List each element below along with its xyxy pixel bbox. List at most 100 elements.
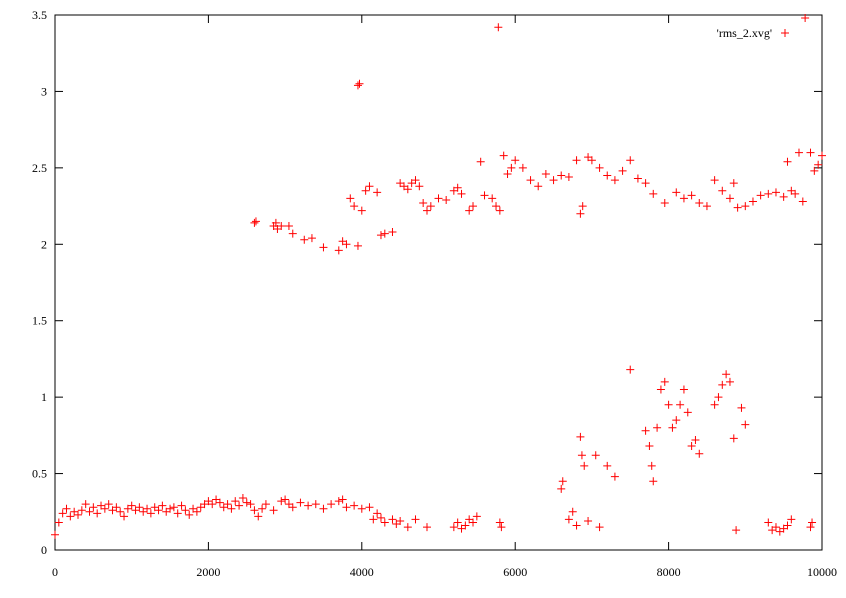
point bbox=[499, 151, 508, 160]
x-tick-label: 2000 bbox=[196, 565, 220, 579]
point bbox=[558, 477, 567, 486]
point bbox=[702, 202, 711, 211]
point bbox=[411, 176, 420, 185]
point bbox=[741, 420, 750, 429]
point bbox=[380, 518, 389, 527]
point bbox=[549, 176, 558, 185]
point bbox=[679, 385, 688, 394]
point bbox=[687, 442, 696, 451]
point bbox=[177, 501, 186, 510]
point bbox=[238, 494, 247, 503]
point bbox=[146, 509, 155, 518]
point bbox=[223, 500, 232, 509]
point bbox=[649, 189, 658, 198]
point bbox=[254, 512, 263, 521]
point bbox=[342, 503, 351, 512]
point bbox=[166, 504, 175, 513]
point bbox=[806, 148, 815, 157]
point bbox=[733, 203, 742, 212]
point bbox=[806, 523, 815, 532]
point bbox=[355, 79, 364, 88]
point bbox=[426, 202, 435, 211]
point bbox=[494, 23, 503, 32]
point bbox=[173, 509, 182, 518]
point bbox=[419, 199, 428, 208]
point bbox=[319, 243, 328, 252]
point bbox=[668, 423, 677, 432]
x-tick-label: 6000 bbox=[503, 565, 527, 579]
point bbox=[319, 504, 328, 513]
point bbox=[587, 156, 596, 165]
point bbox=[54, 518, 63, 527]
point bbox=[572, 156, 581, 165]
point bbox=[342, 240, 351, 249]
point bbox=[492, 202, 501, 211]
point bbox=[376, 231, 385, 240]
point bbox=[779, 192, 788, 201]
point bbox=[396, 516, 405, 525]
point bbox=[169, 503, 178, 512]
y-tick-label: 0 bbox=[41, 543, 47, 557]
legend-label: 'rms_2.xvg' bbox=[717, 26, 772, 40]
point bbox=[288, 503, 297, 512]
point bbox=[231, 497, 240, 506]
point bbox=[814, 160, 823, 169]
point bbox=[250, 218, 259, 227]
point bbox=[660, 377, 669, 386]
point bbox=[353, 81, 362, 90]
point bbox=[783, 157, 792, 166]
point bbox=[653, 423, 662, 432]
point bbox=[626, 156, 635, 165]
point bbox=[277, 221, 286, 230]
point bbox=[277, 497, 286, 506]
point bbox=[457, 189, 466, 198]
point bbox=[618, 166, 627, 175]
legend-marker bbox=[781, 29, 789, 37]
point bbox=[369, 515, 378, 524]
point bbox=[564, 515, 573, 524]
point bbox=[185, 510, 194, 519]
point bbox=[691, 435, 700, 444]
point bbox=[787, 515, 796, 524]
point bbox=[511, 156, 520, 165]
point bbox=[641, 179, 650, 188]
point bbox=[695, 199, 704, 208]
point bbox=[350, 501, 359, 510]
point bbox=[284, 221, 293, 230]
point bbox=[576, 209, 585, 218]
point bbox=[192, 507, 201, 516]
point bbox=[633, 174, 642, 183]
point bbox=[334, 246, 343, 255]
y-tick-label: 2.5 bbox=[32, 161, 47, 175]
point bbox=[100, 504, 109, 513]
point bbox=[591, 451, 600, 460]
point bbox=[469, 518, 478, 527]
point bbox=[334, 497, 343, 506]
point bbox=[610, 472, 619, 481]
point bbox=[603, 171, 612, 180]
point bbox=[741, 202, 750, 211]
point bbox=[764, 518, 773, 527]
point bbox=[572, 521, 581, 530]
point bbox=[507, 163, 516, 172]
point bbox=[288, 229, 297, 238]
point bbox=[771, 188, 780, 197]
point bbox=[143, 504, 152, 513]
point bbox=[158, 501, 167, 510]
point bbox=[461, 521, 470, 530]
point bbox=[480, 191, 489, 200]
point bbox=[595, 163, 604, 172]
point bbox=[338, 495, 347, 504]
point bbox=[641, 426, 650, 435]
point bbox=[584, 516, 593, 525]
point bbox=[672, 188, 681, 197]
point bbox=[388, 515, 397, 524]
point bbox=[327, 500, 336, 509]
point bbox=[373, 509, 382, 518]
point bbox=[58, 509, 67, 518]
point bbox=[261, 500, 270, 509]
y-tick-label: 2 bbox=[41, 237, 47, 251]
point bbox=[93, 509, 102, 518]
point bbox=[208, 500, 217, 509]
